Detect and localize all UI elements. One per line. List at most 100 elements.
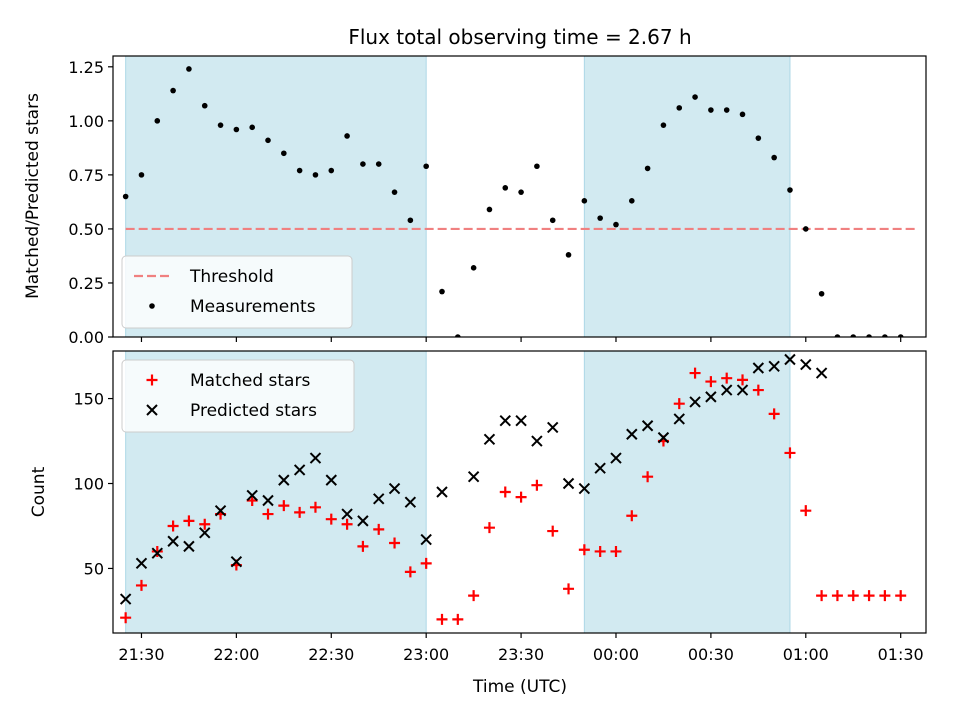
measurement-point bbox=[834, 334, 841, 337]
top-y-axis-label: Matched/Predicted stars bbox=[23, 93, 43, 299]
matched-star-point bbox=[784, 447, 796, 459]
measurement-point bbox=[629, 198, 635, 204]
matched-star-point bbox=[863, 590, 875, 602]
x-tick-label: 00:30 bbox=[688, 645, 734, 664]
predicted-star-point bbox=[183, 540, 195, 553]
matched-star-point bbox=[816, 590, 828, 602]
predicted-star-point bbox=[262, 494, 274, 507]
matched-star-point bbox=[325, 513, 337, 525]
matched-star-point bbox=[705, 376, 717, 388]
predicted-star-point bbox=[293, 464, 306, 476]
matched-star-point bbox=[847, 590, 859, 602]
predicted-star-point bbox=[705, 391, 717, 403]
measurement-point bbox=[692, 94, 698, 100]
predicted-star-point bbox=[135, 557, 148, 570]
matched-star-point bbox=[752, 384, 764, 396]
legend: Threshold Measurements bbox=[121, 255, 353, 329]
predicted-star-point bbox=[768, 360, 780, 372]
axes-frame bbox=[112, 55, 927, 338]
predicted-star-point bbox=[784, 353, 796, 366]
predicted-star-point bbox=[673, 413, 685, 425]
measurement-point bbox=[660, 122, 667, 128]
matched-star-point bbox=[610, 545, 622, 557]
y-tick-label: 0.50 bbox=[68, 220, 104, 239]
measurement-point bbox=[787, 187, 793, 193]
measurement-point bbox=[708, 107, 714, 113]
measurement-point bbox=[328, 167, 335, 174]
matched-star-point bbox=[499, 486, 511, 498]
matched-star-point bbox=[594, 545, 606, 557]
legend-label: Threshold bbox=[189, 267, 274, 287]
predicted-star-point bbox=[420, 533, 432, 546]
measurement-point bbox=[755, 135, 762, 141]
legend: Matched stars Predicted stars bbox=[121, 359, 355, 433]
y-tick-label: 100 bbox=[73, 475, 104, 494]
measurement-point bbox=[866, 334, 872, 337]
predicted-star-point bbox=[610, 452, 622, 464]
predicted-star-point bbox=[515, 414, 527, 427]
measurement-point bbox=[439, 288, 445, 295]
predicted-star-point bbox=[720, 384, 733, 396]
matched-star-point bbox=[278, 500, 290, 512]
predicted-star-point bbox=[689, 396, 701, 408]
matched-star-point bbox=[135, 579, 147, 591]
observing-window-span bbox=[583, 350, 791, 634]
predicted-star-point bbox=[325, 474, 337, 486]
matched-star-point bbox=[531, 479, 543, 491]
matched-star-point bbox=[120, 612, 132, 624]
legend-measurement-swatch bbox=[149, 303, 155, 309]
y-tick-label: 0.25 bbox=[68, 274, 104, 293]
legend-matched-swatch bbox=[146, 374, 158, 386]
measurement-point bbox=[154, 118, 161, 124]
measurement-point bbox=[739, 111, 746, 118]
measurement-point bbox=[676, 105, 683, 111]
predicted-star-point bbox=[815, 367, 828, 379]
predicted-star-point bbox=[230, 555, 243, 568]
x-tick-label: 00:00 bbox=[593, 645, 639, 664]
measurement-point bbox=[249, 124, 255, 131]
predicted-star-point bbox=[373, 493, 385, 505]
matched-star-point bbox=[199, 518, 211, 530]
matched-star-point bbox=[183, 515, 195, 527]
measurement-point bbox=[375, 161, 382, 167]
y-tick-label: 1.25 bbox=[68, 58, 104, 77]
y-tick-label: 50 bbox=[84, 559, 104, 578]
measurement-point bbox=[186, 66, 192, 72]
matched-star-point bbox=[515, 491, 527, 503]
predicted-star-point bbox=[151, 547, 163, 559]
predicted-star-point bbox=[246, 489, 258, 502]
predicted-star-point bbox=[800, 358, 812, 371]
axes-frame bbox=[112, 350, 927, 634]
predicted-star-point bbox=[467, 471, 480, 483]
matched-star-point bbox=[389, 537, 401, 549]
matched-star-point bbox=[151, 545, 163, 557]
x-tick-label: 01:00 bbox=[783, 645, 829, 664]
matched-star-point bbox=[578, 544, 590, 556]
measurement-point bbox=[549, 217, 556, 224]
measurement-point bbox=[581, 198, 588, 204]
measurement-point bbox=[455, 334, 461, 337]
predicted-star-point bbox=[167, 535, 179, 547]
measurement-point bbox=[518, 189, 524, 195]
measurement-point bbox=[122, 193, 129, 200]
predicted-star-point bbox=[641, 420, 654, 432]
matched-star-point bbox=[167, 520, 179, 532]
measurement-point bbox=[312, 172, 319, 178]
x-tick-label: 23:30 bbox=[498, 645, 544, 664]
matched-star-point bbox=[246, 494, 258, 506]
y-tick-label: 0.00 bbox=[68, 328, 104, 347]
measurement-point bbox=[802, 226, 809, 232]
measurement-point bbox=[723, 107, 730, 113]
matched-star-point bbox=[341, 518, 353, 530]
measurement-point bbox=[170, 87, 176, 94]
matched-star-point bbox=[436, 613, 448, 625]
matched-star-point bbox=[373, 523, 385, 535]
matched-star-point bbox=[468, 590, 480, 602]
measurement-point bbox=[217, 122, 224, 128]
measurement-point bbox=[502, 185, 509, 191]
top-panel: 0.00 0.25 0.50 0.75 1.00 1.25 Threshold Measure… bbox=[68, 55, 927, 347]
matched-star-point bbox=[879, 590, 891, 602]
measurement-point bbox=[818, 290, 825, 297]
bottom-panel: 50 100 150 21:30 22:00 22:30 23:00 23:30 00:00 00… bbox=[73, 350, 927, 664]
